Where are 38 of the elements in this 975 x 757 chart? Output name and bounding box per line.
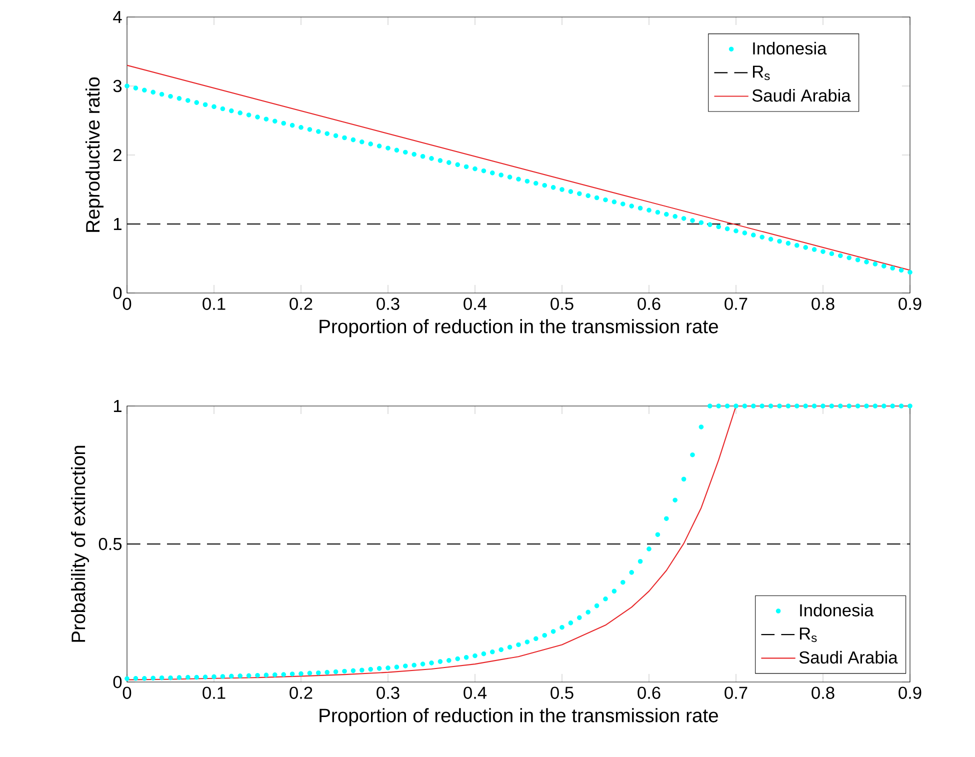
y-tick-label: 1 <box>114 400 122 412</box>
x-tick-label: 0.7 <box>724 686 748 699</box>
x-tick-label: 0.4 <box>464 298 487 310</box>
x-tick-label: 0.2 <box>290 686 312 699</box>
y-tick-label: 4 <box>113 11 122 23</box>
x-tick-label: 0.7 <box>724 298 748 310</box>
x-tick-label: 0.5 <box>550 298 574 310</box>
x-tick-label: 0 <box>122 298 132 310</box>
x-tick-label: 0.1 <box>202 686 226 699</box>
legend-label: Saudi Arabia <box>752 88 851 102</box>
x-tick-label: 0 <box>122 686 132 699</box>
legend-label: Saudi Arabia <box>799 650 898 664</box>
x-tick-label: 0.4 <box>464 686 487 699</box>
y-tick-label: 2 <box>114 148 122 162</box>
x-tick-label: 0.3 <box>376 686 400 699</box>
x-tick-label: 0.1 <box>202 298 226 310</box>
x-tick-label: 0.8 <box>812 686 834 699</box>
y-tick-label: 0 <box>113 286 122 300</box>
y-tick-label: 1 <box>114 218 122 230</box>
y-axis-title: Reproductive ratio <box>85 77 104 232</box>
x-tick-label: 0.3 <box>376 298 400 310</box>
x-axis-title: Proportion of reduction in the transmission rate <box>320 319 718 338</box>
y-tick-label: 0.5 <box>98 538 122 550</box>
x-tick-label: 0.2 <box>290 298 312 310</box>
legend-label: R$_{s}$ <box>800 628 817 642</box>
y-tick-label: 3 <box>113 80 122 92</box>
x-tick-label: 0.8 <box>812 298 834 310</box>
legend-label: Indonesia <box>800 604 874 616</box>
x-tick-label: 0.6 <box>638 298 660 310</box>
legend-label: Indonesia <box>753 42 827 55</box>
y-tick-label: 0 <box>113 676 122 688</box>
x-axis-title: Proportion of reduction in the transmission rate <box>320 708 718 726</box>
x-tick-label: 0.9 <box>898 686 922 699</box>
legend-label: R$_{s}$ <box>753 66 770 80</box>
x-tick-label: 0.5 <box>550 686 574 699</box>
x-tick-label: 0.9 <box>898 298 922 310</box>
y-axis-title: Probability of extinction <box>71 446 90 642</box>
x-tick-label: 0.6 <box>638 686 660 699</box>
